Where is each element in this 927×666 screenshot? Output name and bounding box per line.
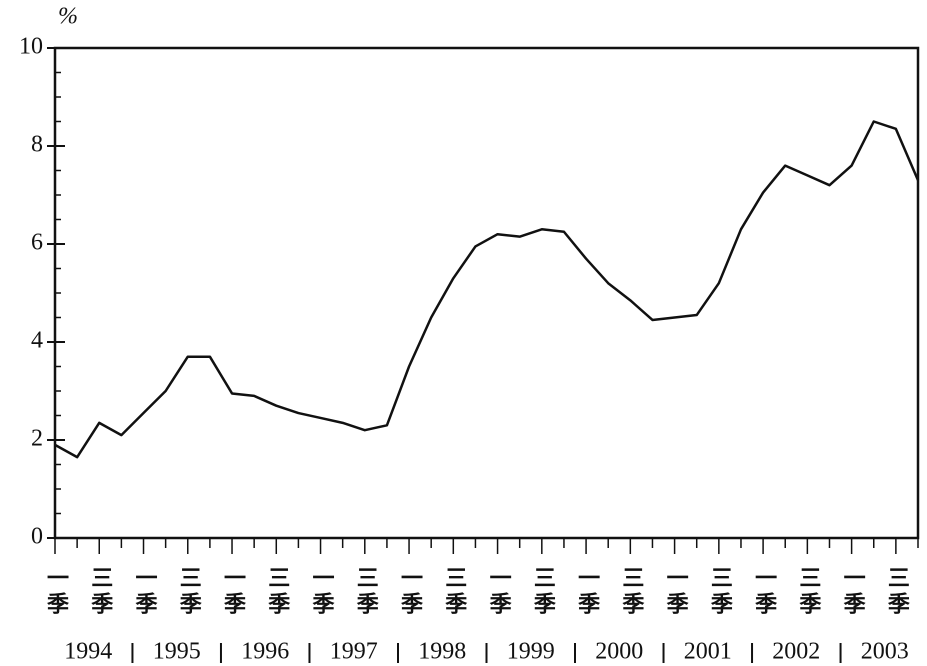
y-axis-label: % xyxy=(58,4,78,30)
x-tick-label: 一季 xyxy=(43,566,69,618)
year-label: 2001 xyxy=(684,639,732,665)
x-tick-label: 三季 xyxy=(707,566,733,618)
year-label: 1996 xyxy=(241,639,289,665)
x-tick-label: 一季 xyxy=(663,566,689,618)
x-tick-label: 一季 xyxy=(574,566,600,618)
year-label: 2003 xyxy=(861,639,909,665)
x-tick-label: 三季 xyxy=(176,566,202,618)
x-tick-label: 一季 xyxy=(132,566,158,618)
plot-frame xyxy=(53,46,920,540)
y-tick-label: 6 xyxy=(31,230,43,256)
x-tick-label: 一季 xyxy=(220,566,246,618)
x-tick-label: 一季 xyxy=(840,566,866,618)
line xyxy=(54,120,920,459)
y-tick-label: 8 xyxy=(31,132,43,158)
year-label: 1998 xyxy=(418,639,466,665)
x-tick-label: 一季 xyxy=(309,566,335,618)
x-tick-label: 一季 xyxy=(751,566,777,618)
x-tick-label: 三季 xyxy=(441,566,467,618)
x-tick-label: 一季 xyxy=(397,566,423,618)
year-label: 1994 xyxy=(64,639,112,665)
year-label: 2000 xyxy=(595,639,643,665)
y-tick-label: 10 xyxy=(19,34,43,60)
x-tick-label: 三季 xyxy=(530,566,556,618)
year-label: 1995 xyxy=(153,639,201,665)
year-label: 1999 xyxy=(507,639,555,665)
year-label: 2002 xyxy=(772,639,820,665)
year-label: 1997 xyxy=(330,639,378,665)
y-tick-label: 4 xyxy=(31,328,43,354)
x-tick-label: 三季 xyxy=(353,566,379,618)
x-tick-label: 三季 xyxy=(87,566,113,618)
y-tick-label: 0 xyxy=(31,524,43,550)
y-tick-label: 2 xyxy=(31,426,43,452)
x-tick-label: 一季 xyxy=(486,566,512,618)
x-tick-label: 三季 xyxy=(618,566,644,618)
x-tick-label: 三季 xyxy=(884,566,910,618)
x-tick-label: 三季 xyxy=(795,566,821,618)
x-tick-label: 三季 xyxy=(264,566,290,618)
